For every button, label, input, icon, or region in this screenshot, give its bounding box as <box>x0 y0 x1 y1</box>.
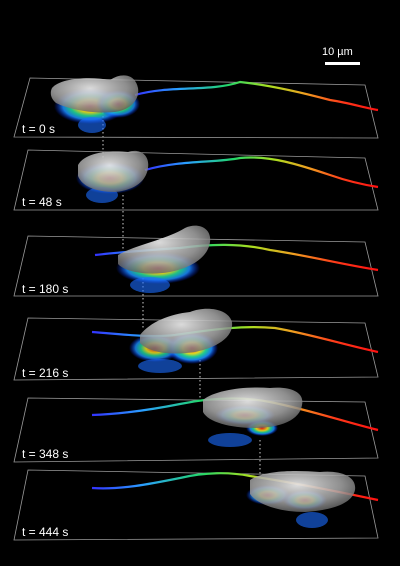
time-label: t = 216 s <box>22 366 68 380</box>
migration-track <box>144 156 379 189</box>
scale-bar-line <box>325 62 360 65</box>
focal-plane <box>13 149 379 211</box>
cell-surface <box>78 150 149 192</box>
panel-t180: t = 180 s <box>13 225 379 297</box>
time-label: t = 48 s <box>22 195 62 209</box>
scale-bar-label: 10 µm <box>322 46 353 58</box>
focal-plane <box>13 397 379 463</box>
panel-t348: t = 348 s <box>13 387 379 463</box>
focal-plane <box>13 235 379 297</box>
panel-t444: t = 444 s <box>13 469 379 541</box>
panel-t48: t = 48 s <box>13 149 379 211</box>
cell-surface <box>118 225 211 274</box>
focal-plane <box>13 317 379 381</box>
focal-plane <box>13 469 379 541</box>
migration-track <box>134 80 379 112</box>
panel-t0: t = 0 s <box>13 75 379 139</box>
time-label: t = 348 s <box>22 447 68 461</box>
cell-surface <box>250 470 356 512</box>
cell-surface <box>140 308 233 354</box>
cell-surface <box>203 387 303 428</box>
scale-bar: 10 µm <box>322 46 360 65</box>
time-label: t = 180 s <box>22 282 68 296</box>
panel-t216: t = 216 s <box>13 308 379 381</box>
cell-surface <box>50 75 139 113</box>
time-label: t = 444 s <box>22 525 68 539</box>
time-label: t = 0 s <box>22 122 55 136</box>
